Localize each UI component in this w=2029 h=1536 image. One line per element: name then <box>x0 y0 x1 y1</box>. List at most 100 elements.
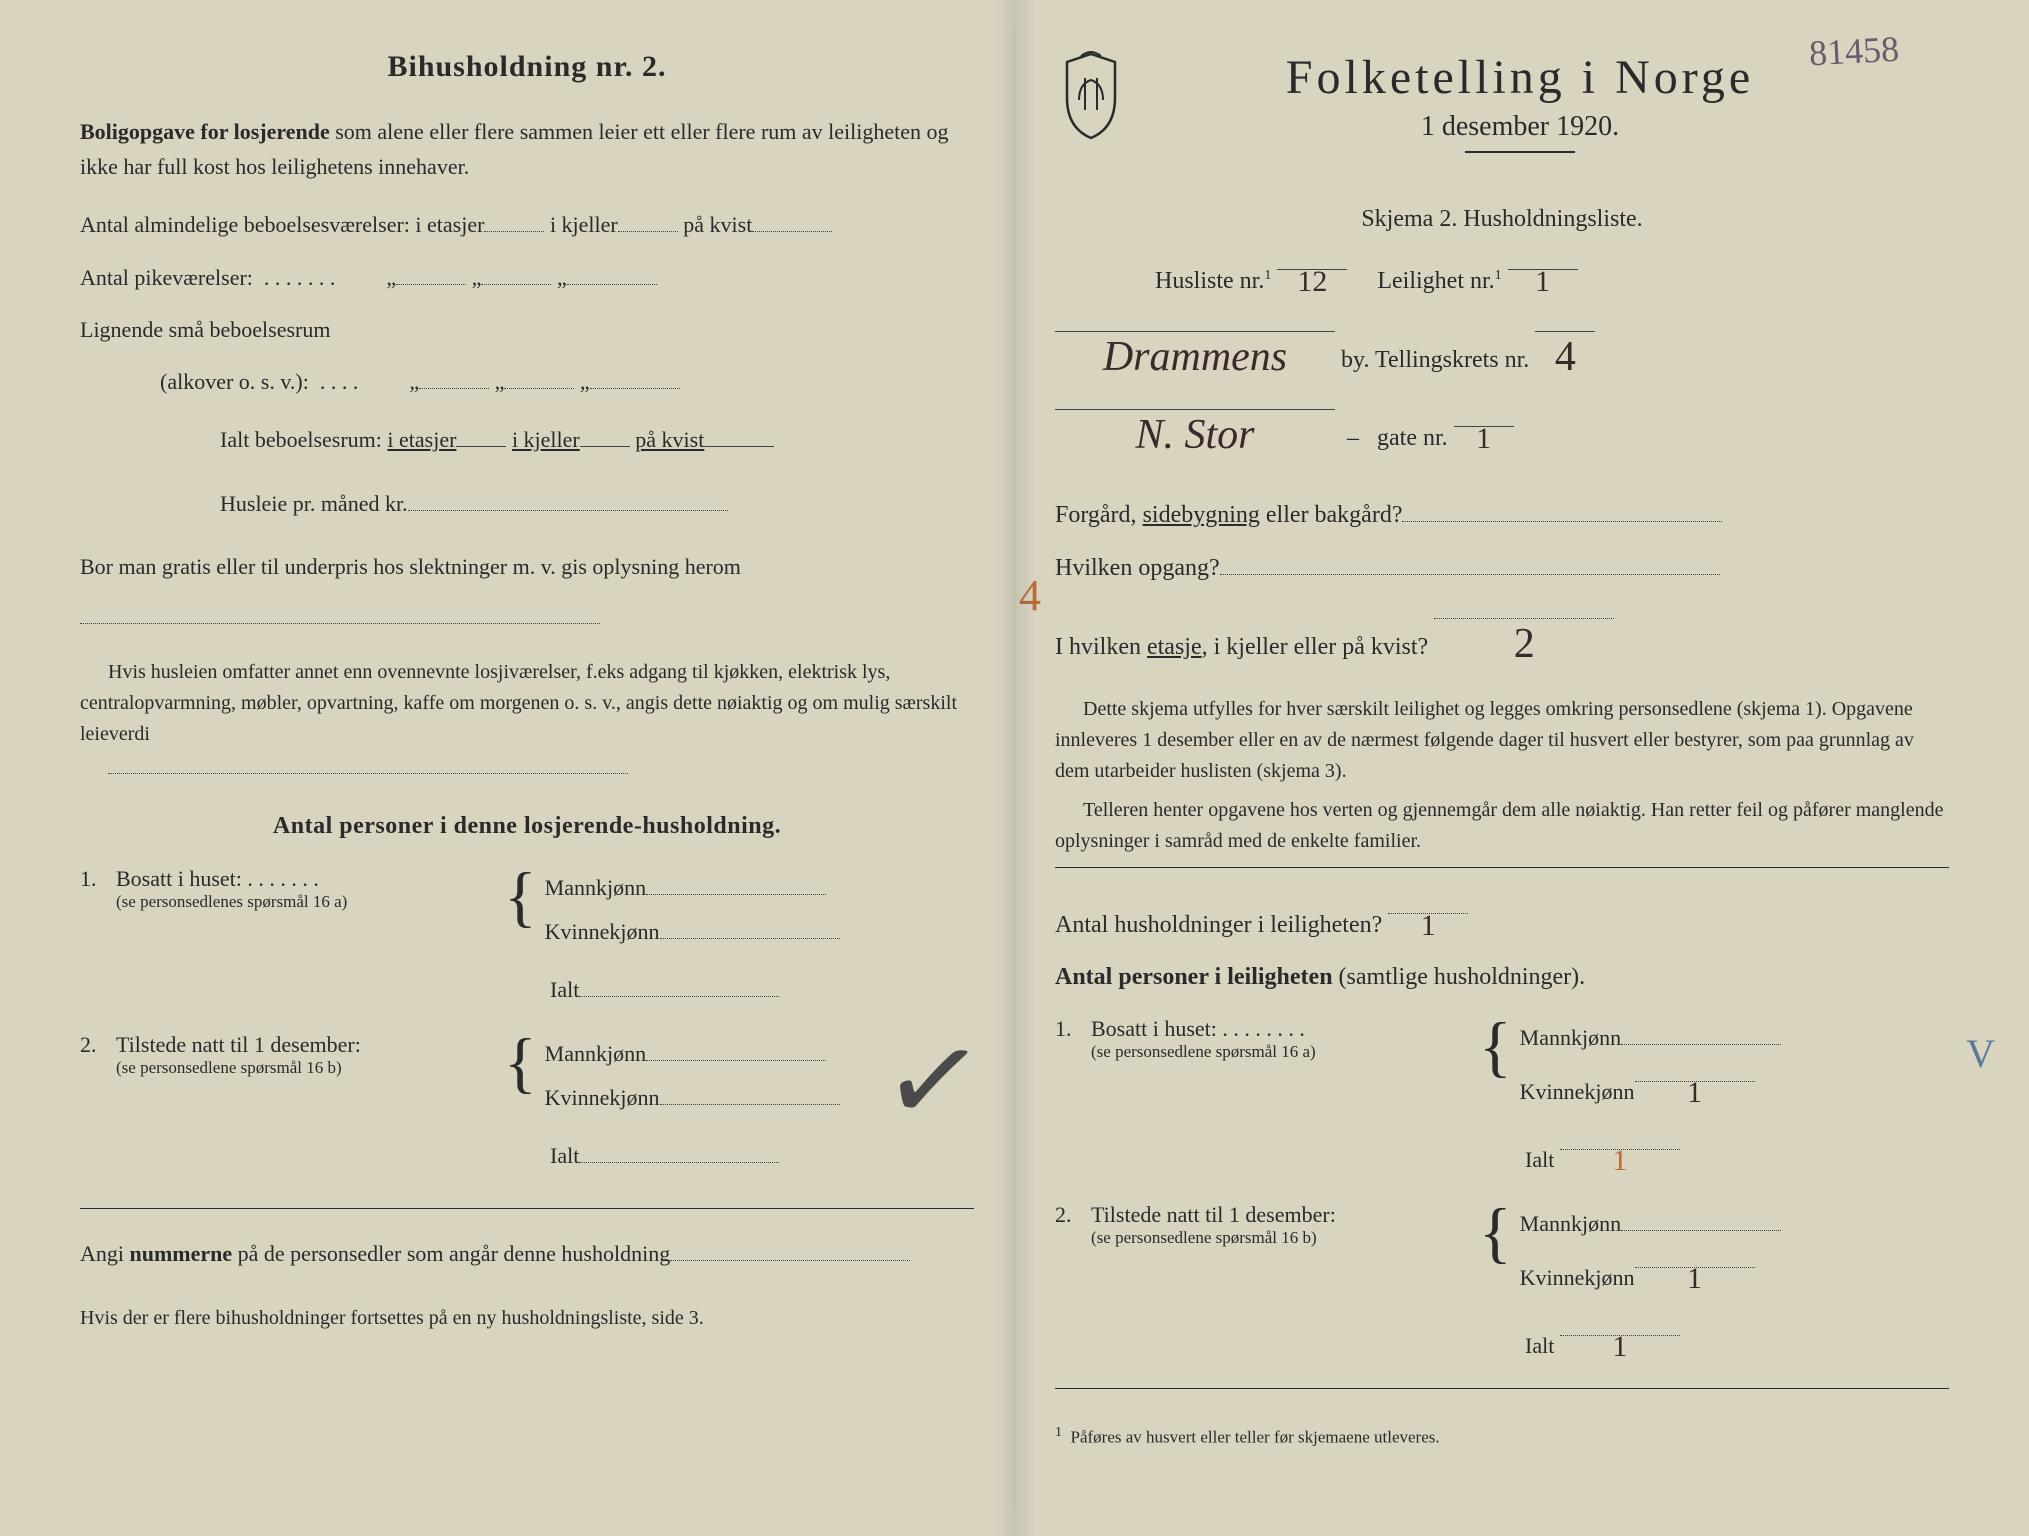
by-suffix: by. Tellingskrets nr. <box>1341 347 1529 373</box>
angi-line: Angi nummerne på de personsedler som ang… <box>80 1231 974 1277</box>
mann-label-2: Mannkjønn <box>545 1041 646 1066</box>
right-person-row-2: 2. Tilstede natt til 1 desember: (se per… <box>1055 1202 1949 1300</box>
row1-label: Bosatt i huset: <box>116 866 242 891</box>
q1-line: Forgård, sidebygning eller bakgård? <box>1055 489 1949 542</box>
rooms-line-2: Antal pikeværelser: . . . . . . . „ „ „ <box>80 255 974 301</box>
right-ialt-2: Ialt 1 <box>1055 1314 1949 1368</box>
rooms-sum-line: Ialt beboelsesrum: i etasjer i kjeller p… <box>80 417 974 463</box>
r-kvinne-label-2: Kvinnekjønn <box>1520 1265 1635 1290</box>
right-person-row-1: 1. Bosatt i huset: . . . . . . . . (se p… <box>1055 1016 1949 1114</box>
r-kvinne-label: Kvinnekjønn <box>1520 1079 1635 1104</box>
antal-hush-label: Antal husholdninger i leiligheten? <box>1055 912 1382 938</box>
r-row2-label: Tilstede natt til 1 desember: <box>1091 1202 1336 1227</box>
rent-label: Husleie pr. måned kr. <box>220 491 408 516</box>
row1-sub: (se personsedlenes spørsmål 16 a) <box>116 892 496 912</box>
r-mann-label-2: Mannkjønn <box>1520 1211 1621 1236</box>
sum-etasjer: i etasjer <box>387 427 456 452</box>
angi-bold: nummerne <box>130 1241 233 1266</box>
kvist-label: på kvist <box>683 212 752 237</box>
r-row1-label: Bosatt i huset: <box>1091 1016 1217 1041</box>
rooms-line-1: Antal almindelige beboelsesværelser: i e… <box>80 202 974 248</box>
antal-pers-bold: Antal personer i leiligheten <box>1055 964 1333 990</box>
census-date: 1 desember 1920. <box>1151 111 1889 143</box>
angi-prefix: Angi <box>80 1241 130 1266</box>
row-number-1: 1. <box>80 866 116 892</box>
q3-text: I hvilken etasje, i kjeller eller på kvi… <box>1055 634 1428 660</box>
r-mann-label: Mannkjønn <box>1520 1025 1621 1050</box>
brace-icon: { <box>1471 1016 1520 1077</box>
right-ialt-1: Ialt 1 <box>1055 1128 1949 1182</box>
r-row2-sub: (se personsedlene spørsmål 16 b) <box>1091 1228 1471 1248</box>
antal-pers-heading: Antal personer i leiligheten (samtlige h… <box>1055 951 1949 1004</box>
gate-nr-value: 1 <box>1476 406 1491 472</box>
leilighet-label: Leilighet nr. <box>1377 268 1494 294</box>
ialt-label: Ialt <box>550 977 579 1002</box>
persons-heading: Antal personer i denne losjerende-hushol… <box>80 813 974 840</box>
margin-4: 4 <box>1019 548 1041 645</box>
kjeller-label: i kjeller <box>550 212 618 237</box>
rooms-line-3b: (alkover o. s. v.): . . . . „ „ „ <box>80 359 974 405</box>
left-ialt-2: Ialt <box>80 1134 974 1178</box>
ialt-label-2: Ialt <box>550 1143 579 1168</box>
rooms-line-3a: Lignende små beboelsesrum <box>80 307 974 353</box>
row2-label: Tilstede natt til 1 desember: <box>116 1032 361 1057</box>
pike-label: Antal pikeværelser: <box>80 265 253 290</box>
brace-icon: { <box>496 1032 545 1093</box>
r-ialt-label-2: Ialt <box>1525 1333 1554 1358</box>
q3-value: 2 <box>1514 598 1535 690</box>
instructions-p2: Telleren henter opgavene hos verten og g… <box>1055 795 1949 857</box>
r-ialt-label: Ialt <box>1525 1147 1554 1172</box>
kvinne-label: Kvinnekjønn <box>545 919 660 944</box>
left-page: Bihusholdning nr. 2. Boligopgave for los… <box>40 30 1015 1506</box>
etasjer-label: i etasjer <box>415 212 484 237</box>
row-number-2: 2. <box>80 1032 116 1058</box>
q1-text: Forgård, sidebygning eller bakgård? <box>1055 502 1402 528</box>
krets-value: 4 <box>1555 311 1576 403</box>
r-row-number-1: 1. <box>1055 1016 1091 1042</box>
leilighet-value: 1 <box>1535 249 1550 315</box>
instructions-p1: Dette skjema utfylles for hver særskilt … <box>1055 694 1949 787</box>
rent-note: Hvis husleien omfatter annet enn ovennev… <box>80 657 974 750</box>
large-checkmark: ✓ <box>874 1005 993 1157</box>
gratis-line: Bor man gratis eller til underpris hos s… <box>80 542 974 643</box>
antal-hush-value: 1 <box>1421 893 1436 959</box>
right-page: 81458 V Folketelling i Norge 1 desember … <box>1015 30 1989 1506</box>
gate-suffix: gate nr. <box>1377 425 1448 451</box>
r-ialt-val-2: 1 <box>1612 1317 1627 1377</box>
sum-label: Ialt beboelsesrum: <box>220 427 382 452</box>
q2-text: Hvilken opgang? <box>1055 555 1220 581</box>
row2-sub: (se personsedlene spørsmål 16 b) <box>116 1058 496 1078</box>
pencil-number: 81458 <box>1808 28 1900 75</box>
antal-pers-suffix: (samtlige husholdninger). <box>1333 964 1586 990</box>
gratis-text: Bor man gratis eller til underpris hos s… <box>80 554 741 579</box>
footnote-text: Påføres av husvert eller teller før skje… <box>1071 1428 1440 1447</box>
husliste-value: 12 <box>1297 249 1327 315</box>
husliste-line: Husliste nr.1 12 Leilighet nr.1 1 <box>1055 246 1949 308</box>
brace-icon: { <box>496 866 545 927</box>
footnote-marker: 1 <box>1264 268 1271 283</box>
coat-of-arms-icon <box>1055 50 1127 142</box>
left-person-row-1: 1. Bosatt i huset: . . . . . . . (se per… <box>80 866 974 954</box>
footnote-marker-bottom: 1 <box>1055 1425 1062 1440</box>
r-ialt-val-1: 1 <box>1612 1131 1627 1191</box>
sum-kjeller: i kjeller <box>512 427 580 452</box>
gate-name-value: N. Stor <box>1135 389 1254 481</box>
r-row-number-2: 2. <box>1055 1202 1091 1228</box>
intro-bold: Boligopgave for losjerende <box>80 119 330 144</box>
mann-label: Mannkjønn <box>545 875 646 900</box>
brace-icon: { <box>1471 1202 1520 1263</box>
r-kvinne-val-1: 1 <box>1687 1063 1702 1123</box>
intro-paragraph: Boligopgave for losjerende som alene ell… <box>80 114 974 184</box>
q2-line: 4 Hvilken opgang? <box>1055 542 1949 595</box>
rooms-l1-label: Antal almindelige beboelsesværelser: <box>80 212 410 237</box>
schema-line: Skjema 2. Husholdningsliste. <box>1055 193 1949 246</box>
main-title: Folketelling i Norge <box>1151 50 1889 105</box>
by-line: Drammens by. Tellingskrets nr. 4 <box>1055 308 1949 387</box>
husliste-label: Husliste nr. <box>1155 268 1264 294</box>
antal-hush-line: Antal husholdninger i leiligheten? 1 <box>1055 890 1949 952</box>
sum-kvist: på kvist <box>635 427 704 452</box>
alkover-label: (alkover o. s. v.): <box>160 369 309 394</box>
r-kvinne-val-2: 1 <box>1687 1249 1702 1309</box>
angi-rest: på de personsedler som angår denne husho… <box>232 1241 670 1266</box>
r-row1-sub: (se personsedlene spørsmål 16 a) <box>1091 1042 1471 1062</box>
